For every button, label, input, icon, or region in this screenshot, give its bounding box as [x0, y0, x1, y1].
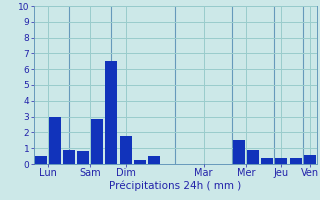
Bar: [261, 158, 273, 164]
Bar: [91, 119, 103, 164]
Bar: [304, 155, 316, 164]
Bar: [63, 150, 75, 164]
Bar: [120, 136, 132, 164]
Bar: [134, 160, 146, 164]
Bar: [77, 151, 89, 164]
Bar: [247, 150, 259, 164]
Bar: [106, 61, 117, 164]
Bar: [233, 140, 245, 164]
Bar: [148, 156, 160, 164]
Bar: [276, 158, 287, 164]
X-axis label: Précipitations 24h ( mm ): Précipitations 24h ( mm ): [109, 181, 241, 191]
Bar: [35, 156, 47, 164]
Bar: [290, 158, 301, 164]
Bar: [49, 117, 61, 164]
